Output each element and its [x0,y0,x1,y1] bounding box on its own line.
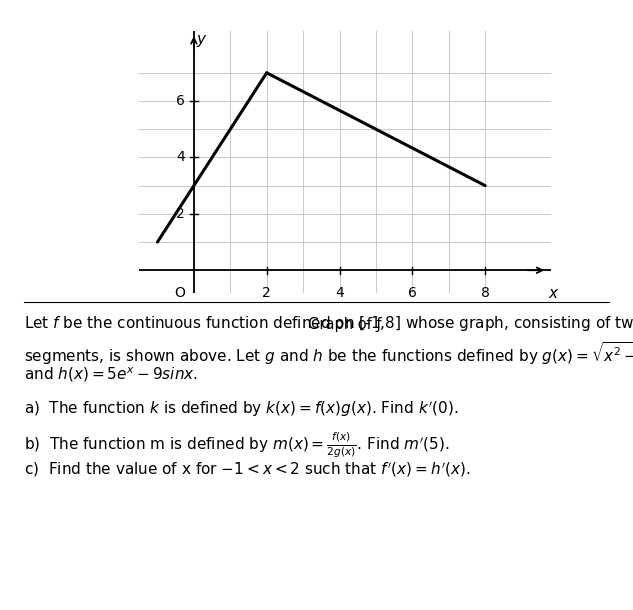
Text: segments, is shown above. Let $g$ and $h$ be the functions defined by $g(x) = \s: segments, is shown above. Let $g$ and $h… [24,340,633,367]
Text: b)  The function m is defined by $m(x) = \frac{f(x)}{2g(x)}$. Find $m'(5)$.: b) The function m is defined by $m(x) = … [24,430,449,459]
Text: 6: 6 [408,285,417,300]
Text: x: x [549,285,558,301]
Text: 6: 6 [176,94,185,108]
Text: c)  Find the value of x for $-1 < x < 2$ such that $f'(x) = h'(x)$.: c) Find the value of x for $-1 < x < 2$ … [24,461,471,479]
Text: a)  The function $k$ is defined by $k(x) = f(x)g(x)$. Find $k'(0)$.: a) The function $k$ is defined by $k(x) … [24,400,458,419]
Text: 4: 4 [176,151,185,165]
Text: Let $f$ be the continuous function defined on [-1,8] whose graph, consisting of : Let $f$ be the continuous function defin… [24,314,633,333]
Text: and $h(x) = 5e^x - 9sinx.$: and $h(x) = 5e^x - 9sinx.$ [24,365,198,384]
Text: y: y [196,32,205,47]
Text: O: O [174,285,185,300]
Text: 4: 4 [335,285,344,300]
Text: 8: 8 [480,285,489,300]
Text: 2: 2 [262,285,271,300]
Text: Graph of ƒ: Graph of ƒ [308,317,382,332]
Text: 2: 2 [176,207,185,221]
